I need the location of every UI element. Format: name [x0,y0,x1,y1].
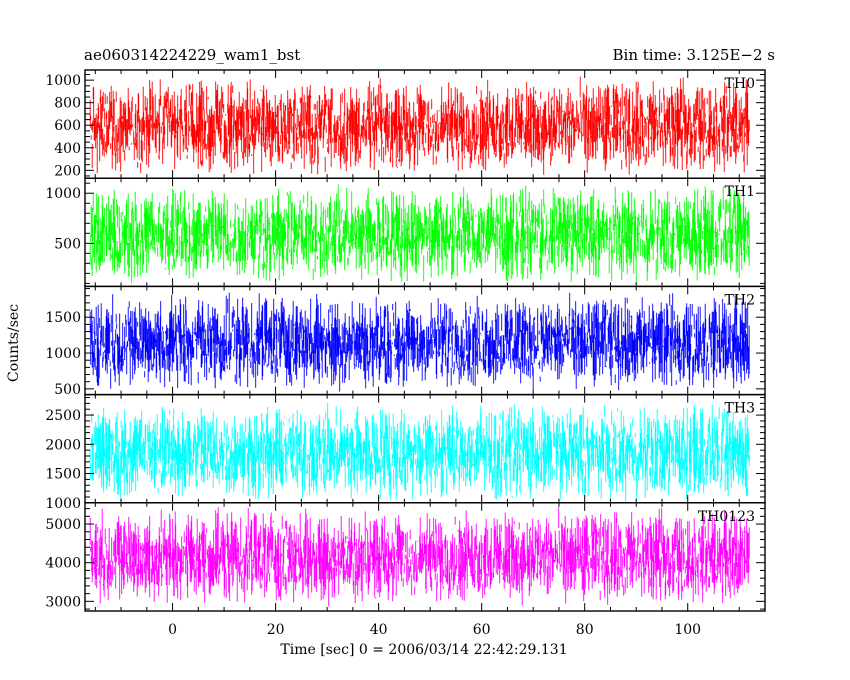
x-axis-label: Time [sec] 0 = 2006/03/14 22:42:29.131 [280,642,567,658]
x-tick-label: 60 [473,622,491,638]
y-tick-label: 1000 [45,496,81,512]
series-line-th0123 [89,507,750,607]
x-tick-label: 40 [370,622,388,638]
x-tick-label: 100 [674,622,701,638]
bin-time-label: Bin time: 3.125E−2 s [613,46,775,64]
y-tick-label: 600 [54,118,81,134]
panel-label-th2: TH2 [725,292,755,308]
y-tick-label: 1500 [45,467,81,483]
panel-label-th3: TH3 [725,401,755,417]
y-tick-label: 2000 [45,437,81,453]
y-tick-label: 400 [54,141,81,157]
y-tick-label: 3000 [45,594,81,610]
y-tick-label: 1000 [45,73,81,89]
series-line-th3 [89,402,750,502]
x-tick-label: 0 [168,622,177,638]
y-tick-label: 500 [54,382,81,398]
y-tick-label: 200 [54,163,81,179]
y-tick-label: 500 [54,236,81,252]
y-axis-label: Counts/sec [6,304,22,382]
panel-label-th0: TH0 [725,76,755,92]
panel-label-th1: TH1 [725,184,755,200]
series-line-th2 [89,292,750,392]
chart-title: ae060314224229_wam1_bst [84,46,300,64]
x-tick-label: 20 [267,622,285,638]
y-tick-label: 1500 [45,310,81,326]
panel-frame-th0123 [84,502,766,612]
panel-label-th0123: TH0123 [698,509,755,525]
y-tick-label: 1000 [45,346,81,362]
y-tick-label: 800 [54,96,81,112]
y-tick-label: 1000 [45,186,81,202]
y-tick-label: 2500 [45,408,81,424]
series-line-th1 [89,184,750,284]
y-tick-label: 4000 [45,556,81,572]
y-tick-label: 5000 [45,517,81,533]
x-tick-label: 80 [576,622,594,638]
series-line-th0 [89,76,750,175]
